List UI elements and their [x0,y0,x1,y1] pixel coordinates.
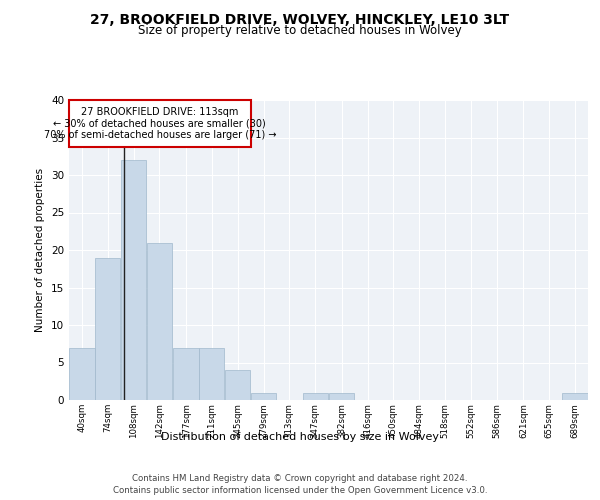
Bar [225,370,250,400]
Text: 27, BROOKFIELD DRIVE, WOLVEY, HINCKLEY, LE10 3LT: 27, BROOKFIELD DRIVE, WOLVEY, HINCKLEY, … [91,12,509,26]
Bar [121,160,146,400]
Bar [199,348,224,400]
Bar [173,348,199,400]
Bar [147,242,172,400]
Text: Contains HM Land Registry data © Crown copyright and database right 2024.: Contains HM Land Registry data © Crown c… [132,474,468,483]
Text: 70% of semi-detached houses are larger (71) →: 70% of semi-detached houses are larger (… [44,130,276,140]
Bar [302,392,328,400]
Text: 27 BROOKFIELD DRIVE: 113sqm: 27 BROOKFIELD DRIVE: 113sqm [81,107,238,117]
Bar [329,392,355,400]
Y-axis label: Number of detached properties: Number of detached properties [35,168,46,332]
Text: ← 30% of detached houses are smaller (30): ← 30% of detached houses are smaller (30… [53,118,266,128]
Bar [95,258,121,400]
Bar [70,348,95,400]
Bar [562,392,587,400]
Text: Distribution of detached houses by size in Wolvey: Distribution of detached houses by size … [161,432,439,442]
Bar [69,100,251,146]
Bar [251,392,276,400]
Text: Contains public sector information licensed under the Open Government Licence v3: Contains public sector information licen… [113,486,487,495]
Text: Size of property relative to detached houses in Wolvey: Size of property relative to detached ho… [138,24,462,37]
